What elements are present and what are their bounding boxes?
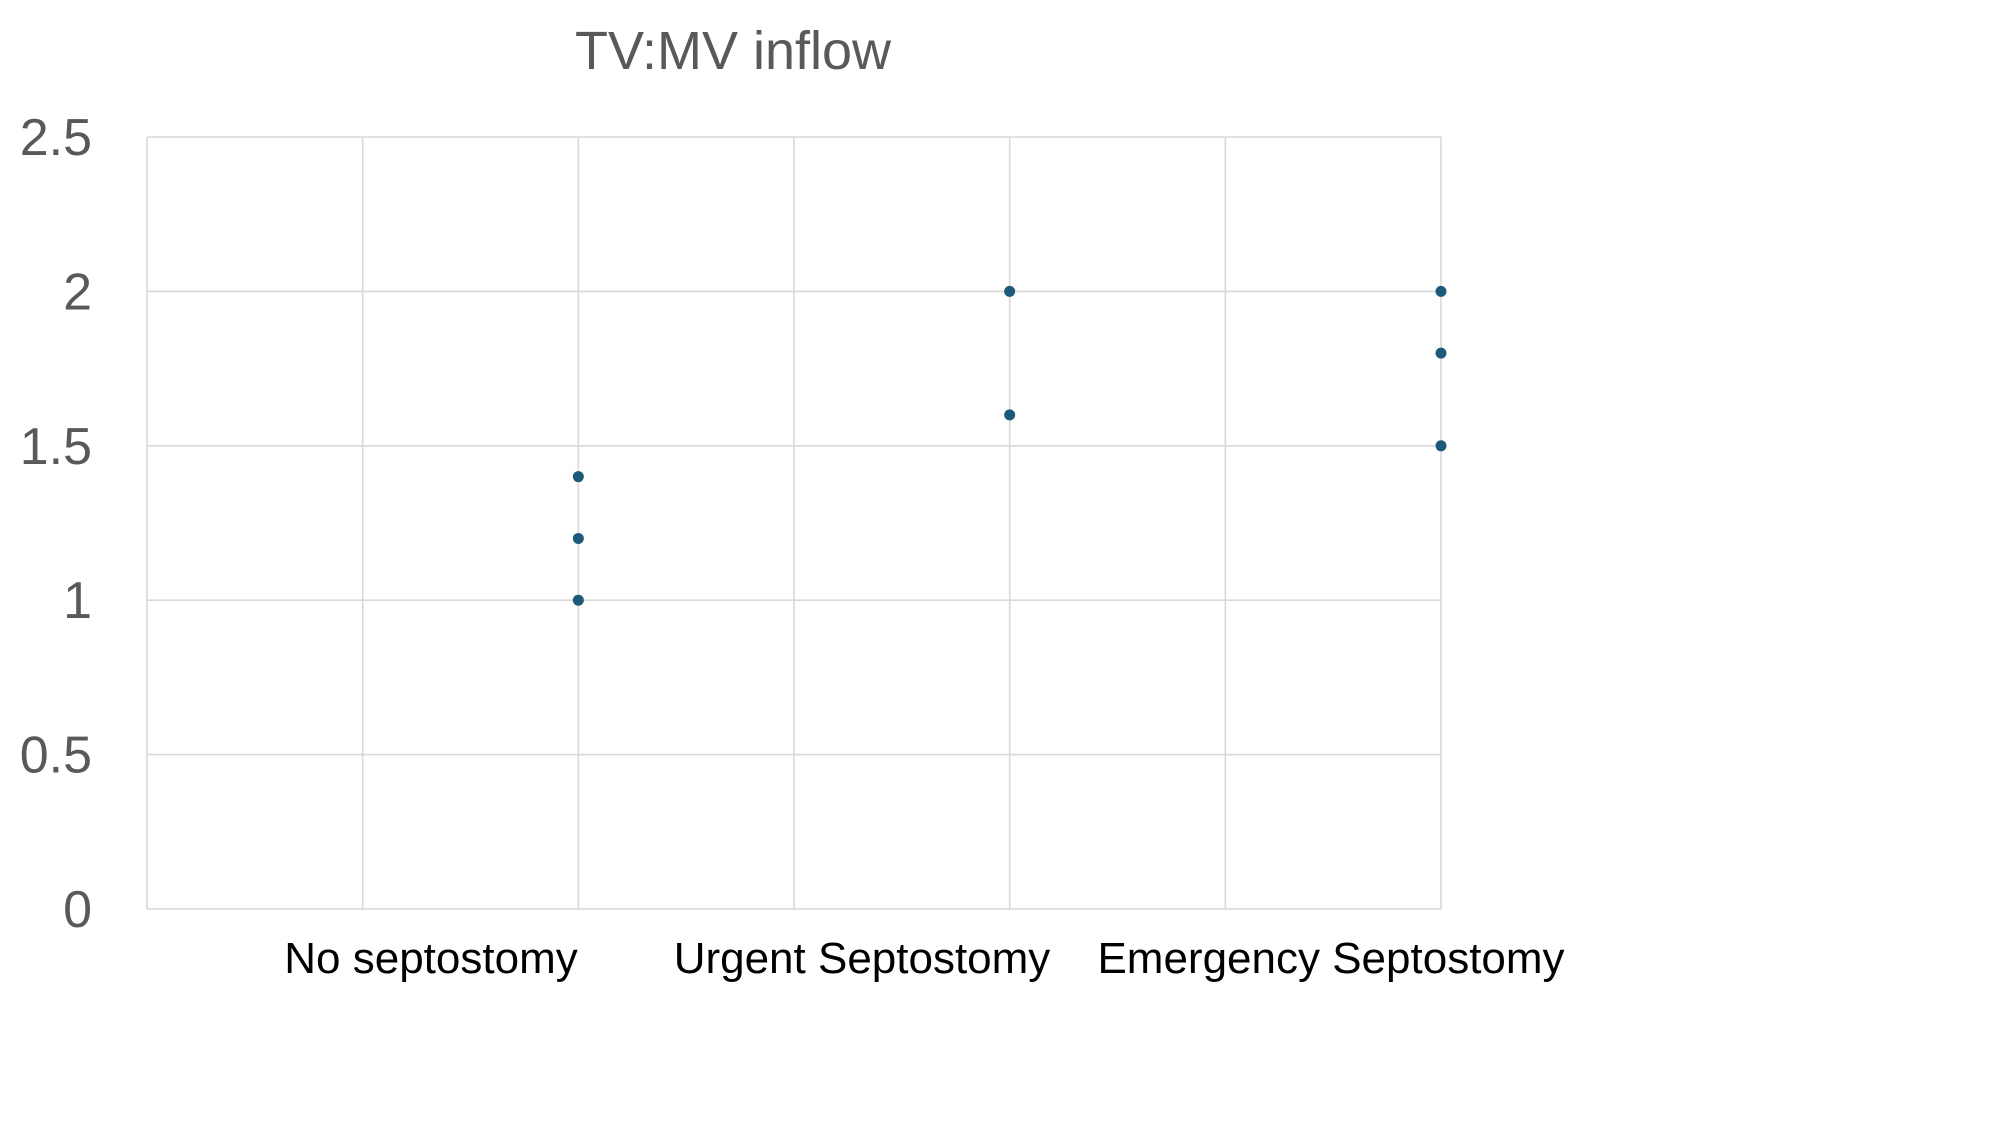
y-tick-label-0: 0 [63, 881, 92, 939]
data-point-0-6 [1435, 347, 1447, 359]
data-point-0-0 [572, 594, 584, 606]
data-points [572, 285, 1447, 606]
data-point-0-5 [1435, 440, 1447, 452]
data-point-0-1 [572, 532, 584, 544]
chart-title: TV:MV inflow [575, 21, 892, 81]
y-tick-label-2: 1 [63, 572, 92, 630]
data-point-0-7 [1435, 285, 1447, 297]
data-point-0-4 [1004, 285, 1016, 297]
category-label-0: No septostomy [284, 934, 577, 983]
gridlines [146, 136, 1442, 910]
y-tick-label-4: 2 [63, 263, 92, 321]
y-axis-ticks: 0 0.5 1 1.5 2 2.5 [20, 109, 92, 939]
x-axis-categories: No septostomy Urgent Septostomy Emergency … [284, 934, 1564, 983]
data-point-0-2 [572, 471, 584, 483]
y-tick-label-1: 0.5 [20, 727, 92, 785]
category-label-2: Emergency Septostomy [1097, 934, 1564, 983]
y-tick-label-3: 1.5 [20, 418, 92, 476]
category-label-1: Urgent Septostomy [674, 934, 1051, 983]
y-tick-label-5: 2.5 [20, 109, 92, 167]
data-point-0-3 [1004, 409, 1016, 421]
